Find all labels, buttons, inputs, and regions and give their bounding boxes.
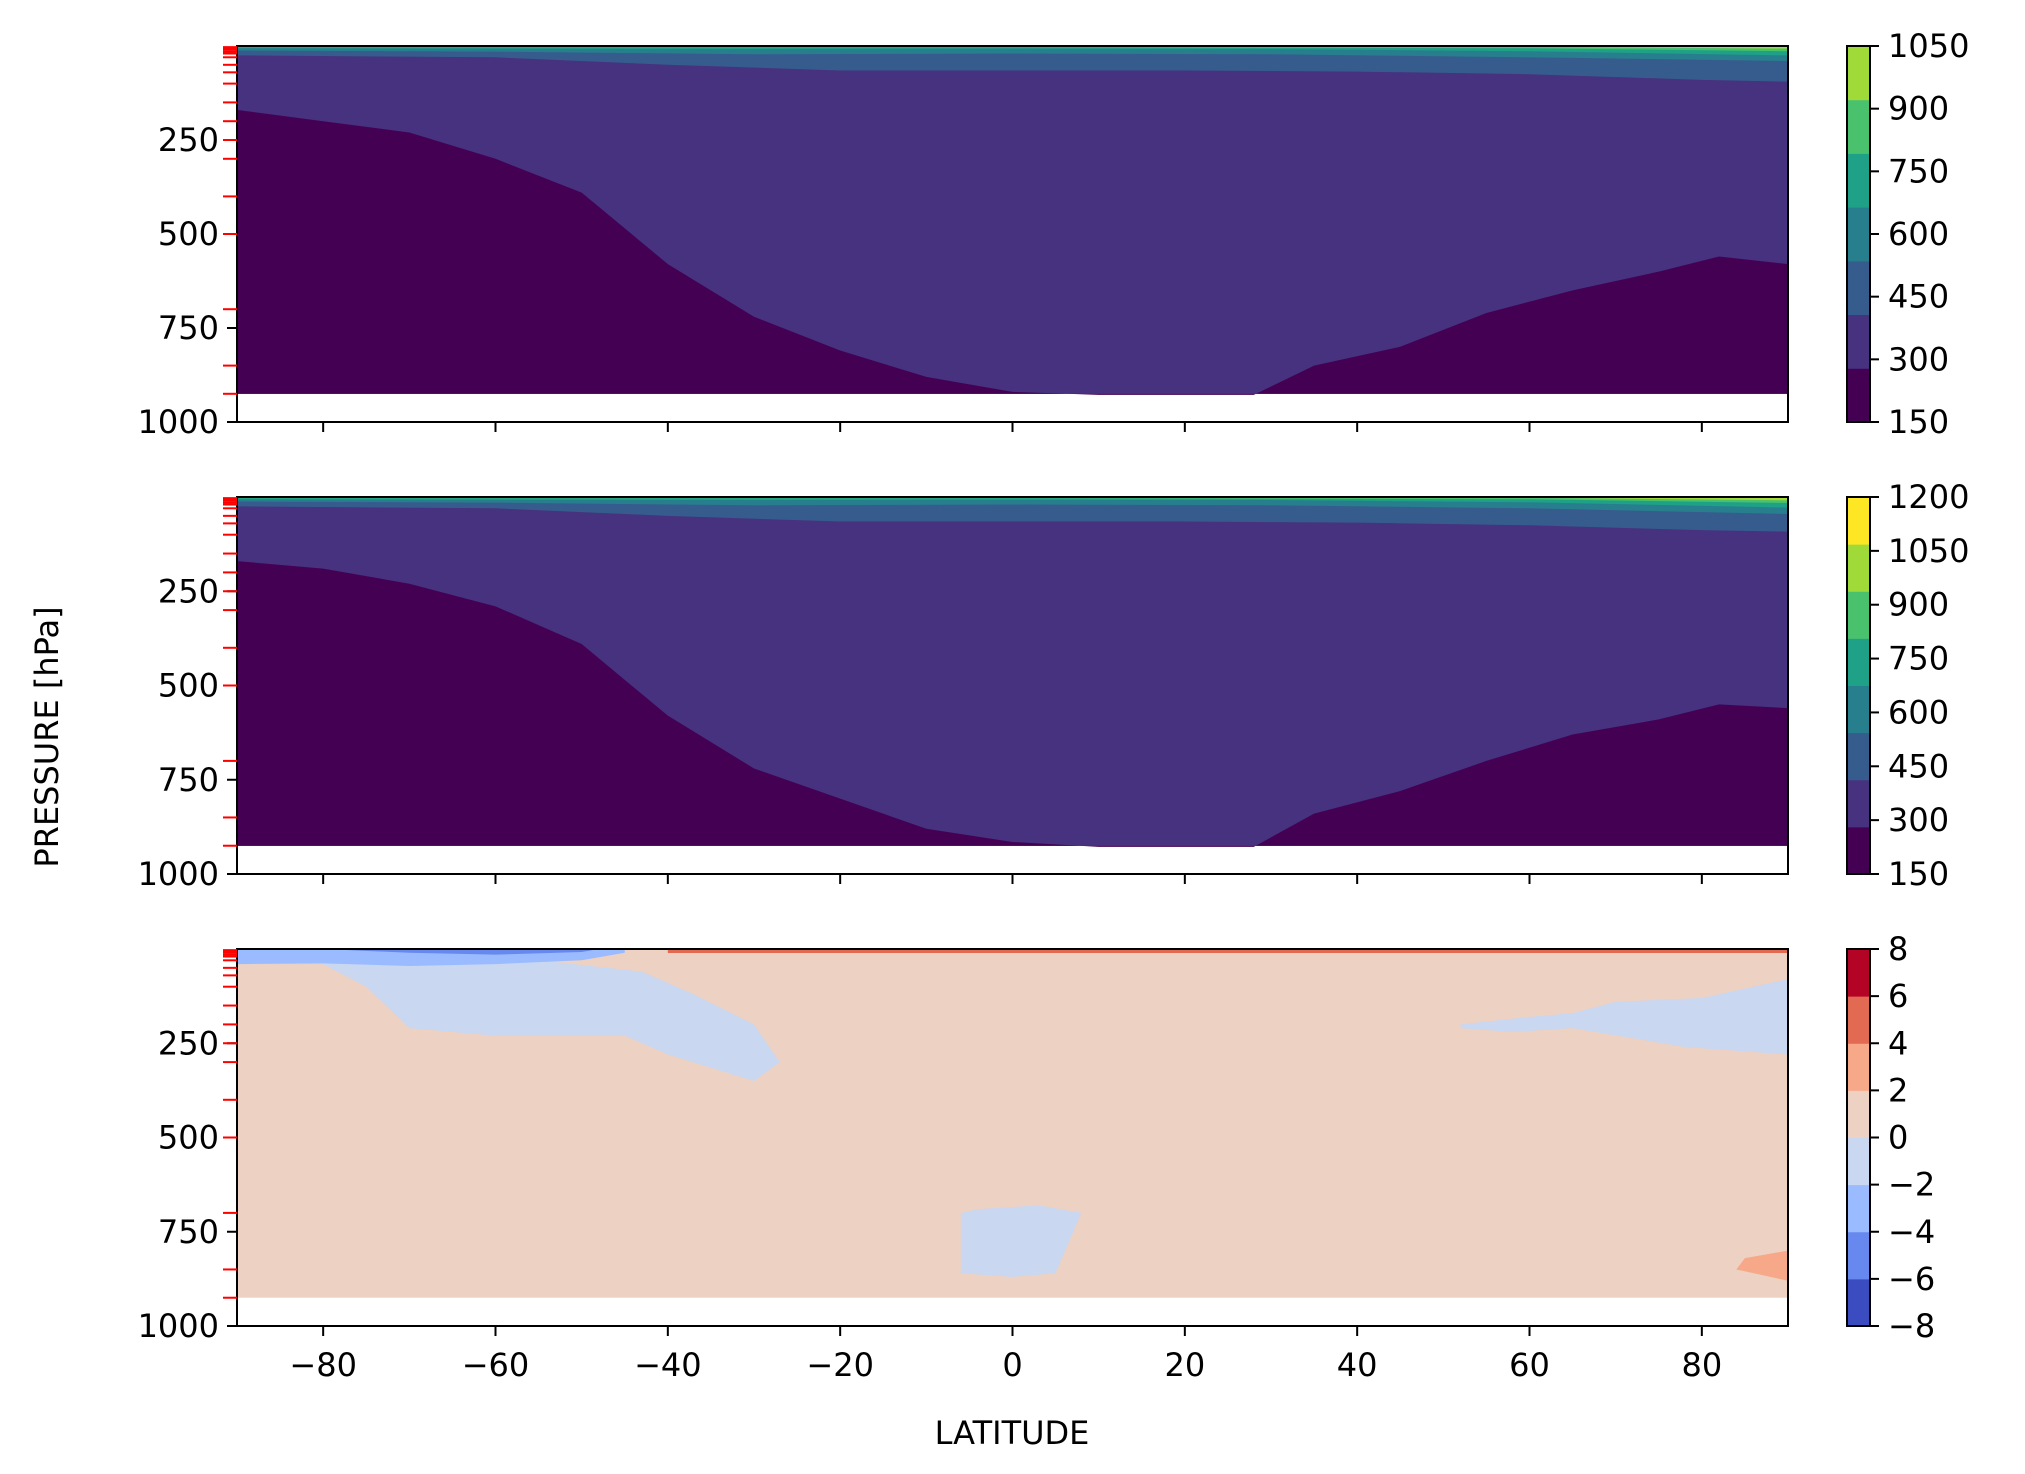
colorbar-tick-label: 600 <box>1888 693 1949 731</box>
colorbar-frame <box>1846 496 1871 875</box>
colorbar-tick-label: 6 <box>1888 977 1908 1015</box>
colorbar-tick-label: 8 <box>1888 930 1908 968</box>
y-tick-label: 500 <box>158 215 219 253</box>
x-axis-label: LATITUDE <box>935 1414 1090 1452</box>
colorbar-tick-label: 600 <box>1888 215 1949 253</box>
contour-region-neg2-0 <box>237 958 780 1081</box>
colorbar-segment <box>1847 1137 1870 1186</box>
y-tick-label: 750 <box>158 309 219 347</box>
colorbar-segment <box>1847 996 1870 1044</box>
x-tick-label: 0 <box>1002 1346 1022 1384</box>
colorbar-segment <box>1847 638 1870 686</box>
colorbar-segment <box>1847 732 1870 781</box>
colorbar-segment <box>1847 368 1870 423</box>
colorbar-segment <box>1847 685 1870 734</box>
y-tick-label: 1000 <box>138 1307 219 1345</box>
colorbar-segment <box>1847 260 1870 316</box>
colorbar-tick-label: −2 <box>1888 1166 1935 1204</box>
y-tick-label: 750 <box>158 761 219 799</box>
x-tick-label: −80 <box>289 1346 357 1384</box>
colorbar-segment <box>1847 207 1870 262</box>
colorbar-tick-label: 900 <box>1888 586 1949 624</box>
contour-top-band <box>667 949 1788 953</box>
contour-region-neg6-neg4 <box>323 949 599 955</box>
colorbar-tick-label: −8 <box>1888 1307 1935 1345</box>
contour-fills <box>237 497 1788 847</box>
y-tick-label: 500 <box>158 1119 219 1157</box>
colorbar-tick-label: 450 <box>1888 747 1949 785</box>
colorbar-tick-label: −6 <box>1888 1260 1935 1298</box>
colorbar-tick-label: 750 <box>1888 640 1949 678</box>
x-tick-label: 40 <box>1337 1346 1378 1384</box>
contour-boundary_150_300 <box>237 561 1788 847</box>
contour-region-neg2-0-c <box>1460 979 1788 1055</box>
colorbar-tick-label: 4 <box>1888 1024 1908 1062</box>
y-tick-label: 250 <box>158 1024 219 1062</box>
y-tick-label: 750 <box>158 1213 219 1251</box>
x-tick-label: −40 <box>634 1346 702 1384</box>
colorbar-tick-label: 300 <box>1888 801 1949 839</box>
colorbar-tick-label: 2 <box>1888 1071 1908 1109</box>
colorbar-segment <box>1847 314 1870 369</box>
colorbar-tick-label: 900 <box>1888 90 1949 128</box>
colorbar-tick-label: 450 <box>1888 278 1949 316</box>
x-tick-label: 60 <box>1509 1346 1550 1384</box>
colorbar-tick-label: 0 <box>1888 1119 1908 1157</box>
x-tick-label: 80 <box>1681 1346 1722 1384</box>
colorbar-segment <box>1847 591 1870 639</box>
colorbar-segment <box>1847 153 1870 208</box>
colorbar-tick-label: 150 <box>1888 855 1949 893</box>
colorbar-tick-label: 750 <box>1888 152 1949 190</box>
x-tick-label: 20 <box>1164 1346 1205 1384</box>
colorbar-tick-label: 1200 <box>1888 478 1969 516</box>
colorbar-segment <box>1847 1231 1870 1280</box>
colorbar-tick-label: 1050 <box>1888 532 1969 570</box>
colorbar-segment <box>1847 544 1870 592</box>
panel-top: 250 500 750 1000 150 300 450 600 750 900 1050 <box>138 27 1970 441</box>
contour-fills <box>237 46 1788 395</box>
colorbar-middle: 150 300 450 600 750 900 1050 1200 <box>1846 478 1969 893</box>
colorbar-segment <box>1847 1278 1870 1327</box>
colorbar-segment <box>1847 826 1870 875</box>
y-tick-label: 500 <box>158 667 219 705</box>
colorbar-segment <box>1847 1043 1870 1091</box>
colorbar-segment <box>1847 779 1870 828</box>
y-tick-label: 250 <box>158 572 219 610</box>
colorbar-tick-label: 1050 <box>1888 27 1969 65</box>
colorbar-bottom: 8 6 4 2 0 −2 −4 −6 −8 <box>1846 930 1935 1345</box>
panel-middle: 250 500 750 1000 150 300 450 600 750 900 1050 1200 <box>138 478 1970 893</box>
colorbar-segment <box>1847 497 1870 545</box>
y-tick-label: 1000 <box>138 403 219 441</box>
colorbar-segment <box>1847 949 1870 997</box>
y-axis-label: PRESSURE [hPa] <box>28 606 66 867</box>
x-tick-label: −20 <box>806 1346 874 1384</box>
colorbar-segment <box>1847 1090 1870 1138</box>
colorbar-tick-label: 300 <box>1888 340 1949 378</box>
colorbar-tick-label: 150 <box>1888 403 1949 441</box>
colorbar-tick-label: −4 <box>1888 1213 1935 1251</box>
contour-region-pos2-4 <box>1736 1250 1788 1281</box>
contour-fills <box>237 949 1788 1298</box>
y-tick-label: 1000 <box>138 855 219 893</box>
contour-boundary_150_300 <box>237 109 1788 395</box>
colorbar-segment <box>1847 46 1870 101</box>
x-tick-label: −60 <box>462 1346 530 1384</box>
colorbar-segment <box>1847 99 1870 154</box>
colorbar-segment <box>1847 1184 1870 1233</box>
y-tick-label: 250 <box>158 121 219 159</box>
contour-region-neg2-0-b <box>960 1205 1082 1277</box>
colorbar-top: 150 300 450 600 750 900 1050 <box>1846 27 1969 441</box>
